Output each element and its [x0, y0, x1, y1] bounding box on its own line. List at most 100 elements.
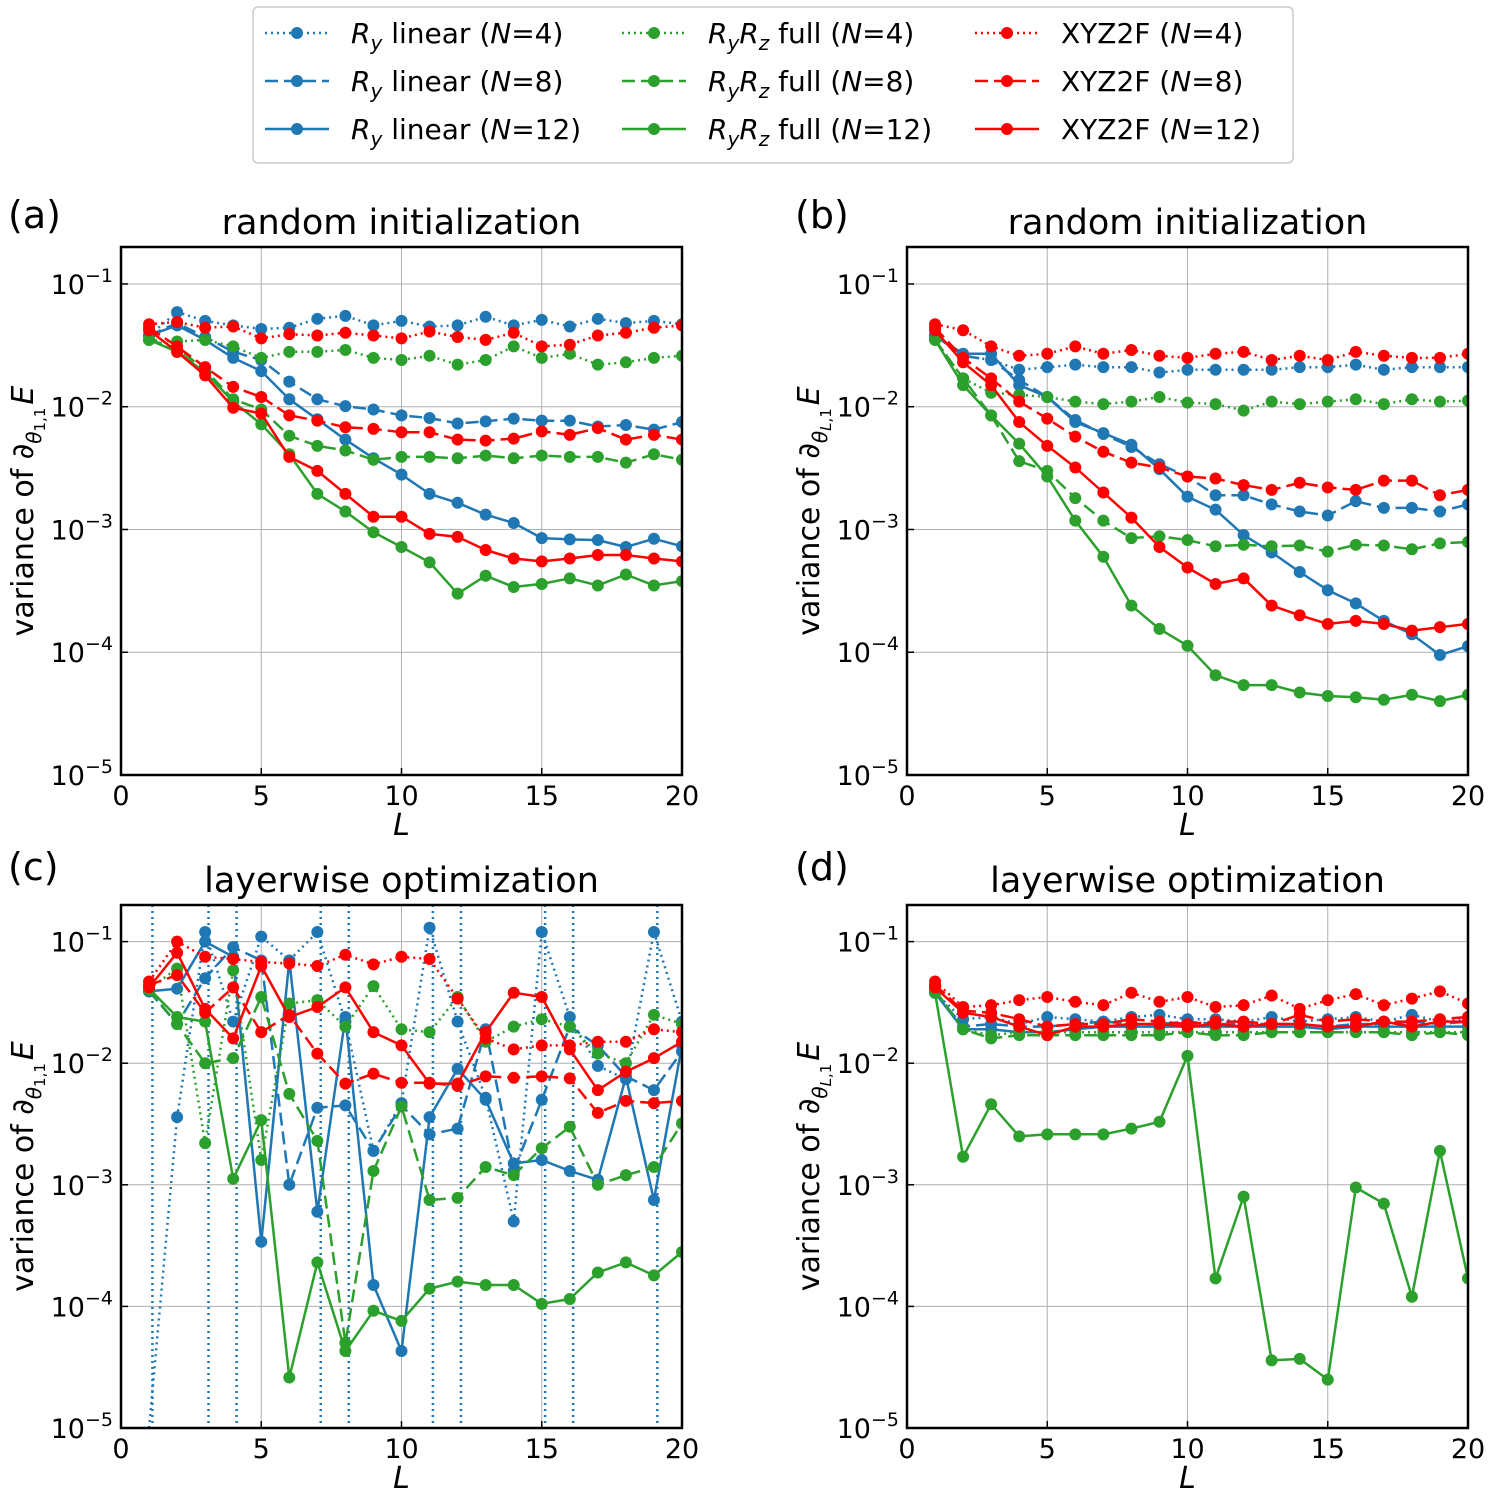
- legend-entry-ryrz-full-n4: Ry​Rz​ full (N=4): [622, 17, 914, 55]
- data-point: [1265, 599, 1278, 612]
- data-point: [199, 935, 212, 948]
- data-point: [535, 351, 548, 364]
- data-point: [676, 319, 682, 332]
- data-point: [1237, 345, 1250, 358]
- data-point: [1125, 456, 1138, 469]
- data-point: [339, 1099, 352, 1112]
- data-point: [1462, 1015, 1468, 1028]
- data-point: [1209, 472, 1222, 485]
- data-point: [1321, 584, 1334, 597]
- series-xyz2f-n-12: [929, 981, 1468, 1042]
- data-point: [255, 390, 268, 403]
- data-point: [1293, 539, 1306, 552]
- data-point: [647, 351, 660, 364]
- data-point: [676, 575, 682, 588]
- series-ry-linear-n-4: [929, 329, 1468, 379]
- data-point: [479, 569, 492, 582]
- y-tick-label: 10−1: [837, 923, 899, 959]
- legend-entry-xyz2f-n8: XYZ2F (N=8): [975, 65, 1243, 98]
- data-point: [283, 328, 296, 341]
- data-point: [591, 1106, 604, 1119]
- data-point: [283, 393, 296, 406]
- data-point: [1097, 445, 1110, 458]
- data-point: [1069, 514, 1082, 527]
- data-point: [1069, 416, 1082, 429]
- data-point: [1013, 363, 1026, 376]
- data-point: [1321, 1373, 1334, 1386]
- series-xyz2f-n-8: [929, 321, 1468, 502]
- data-point: [647, 1097, 660, 1110]
- data-point: [1349, 597, 1362, 610]
- data-point: [985, 1098, 998, 1111]
- data-point: [563, 1010, 576, 1023]
- y-tick-label: 10−5: [51, 1409, 113, 1445]
- data-point: [563, 1043, 576, 1056]
- data-point: [591, 1059, 604, 1072]
- data-point: [1405, 361, 1418, 374]
- data-point: [339, 326, 352, 339]
- series-ryrz-full-n-8: [143, 333, 682, 469]
- data-point: [1097, 398, 1110, 411]
- data-point: [283, 957, 296, 970]
- data-point: [1349, 1020, 1362, 1033]
- data-point: [1265, 1354, 1278, 1367]
- data-point: [647, 925, 660, 938]
- data-point: [1237, 363, 1250, 376]
- data-point: [1153, 995, 1166, 1008]
- data-point: [1349, 614, 1362, 627]
- data-point: [1153, 530, 1166, 543]
- data-point: [535, 1297, 548, 1310]
- data-point: [227, 981, 240, 994]
- data-point: [1321, 690, 1334, 703]
- legend-frame: [252, 6, 1294, 164]
- data-point: [367, 1164, 380, 1177]
- data-point: [1293, 609, 1306, 622]
- data-point: [451, 330, 464, 343]
- data-point: [1237, 489, 1250, 502]
- data-point: [1041, 390, 1054, 403]
- data-point: [1209, 489, 1222, 502]
- data-point: [1181, 490, 1194, 503]
- data-point: [619, 1256, 632, 1269]
- data-point: [619, 1065, 632, 1078]
- data-point: [423, 1026, 436, 1039]
- series-ryrz-full-n-8: [929, 983, 1468, 1045]
- data-point: [423, 1193, 436, 1206]
- data-point: [1041, 1010, 1054, 1023]
- data-point: [1209, 398, 1222, 411]
- data-point: [1377, 474, 1390, 487]
- data-point: [199, 333, 212, 346]
- data-point: [507, 552, 520, 565]
- data-point: [1237, 538, 1250, 551]
- data-point: [1433, 489, 1446, 502]
- data-point: [619, 433, 632, 446]
- x-tick-label: 15: [525, 1434, 559, 1465]
- x-tick-label: 5: [1039, 1434, 1056, 1465]
- data-point: [311, 487, 324, 500]
- series-xyz2f-n-8: [143, 321, 682, 447]
- data-point: [1349, 988, 1362, 1001]
- legend-entry-xyz2f-n12: XYZ2F (N=12): [975, 113, 1261, 146]
- data-point: [227, 401, 240, 414]
- data-point: [171, 982, 184, 995]
- data-point: [1293, 361, 1306, 374]
- data-point: [451, 1077, 464, 1090]
- panel-b: 0 5 10 15 20 10−5 10−4 10−3 10−2 10−1 (b) random in…: [792, 193, 1485, 843]
- data-point: [423, 487, 436, 500]
- data-point: [1013, 437, 1026, 450]
- data-point: [1349, 358, 1362, 371]
- legend-entry-ry-linear-n8: Ry​ linear (N=8): [265, 65, 563, 103]
- data-point: [479, 1278, 492, 1291]
- data-point: [507, 452, 520, 465]
- data-point: [367, 958, 380, 971]
- data-point: [1293, 349, 1306, 362]
- data-point: [1181, 639, 1194, 652]
- data-point: [507, 1020, 520, 1033]
- data-point: [1237, 1190, 1250, 1203]
- series-ryrz-full-n-8: [143, 983, 682, 1350]
- data-point: [311, 329, 324, 342]
- data-point: [423, 1111, 436, 1124]
- panel-label: (b): [795, 193, 849, 237]
- data-point: [339, 1010, 352, 1023]
- data-point: [479, 508, 492, 521]
